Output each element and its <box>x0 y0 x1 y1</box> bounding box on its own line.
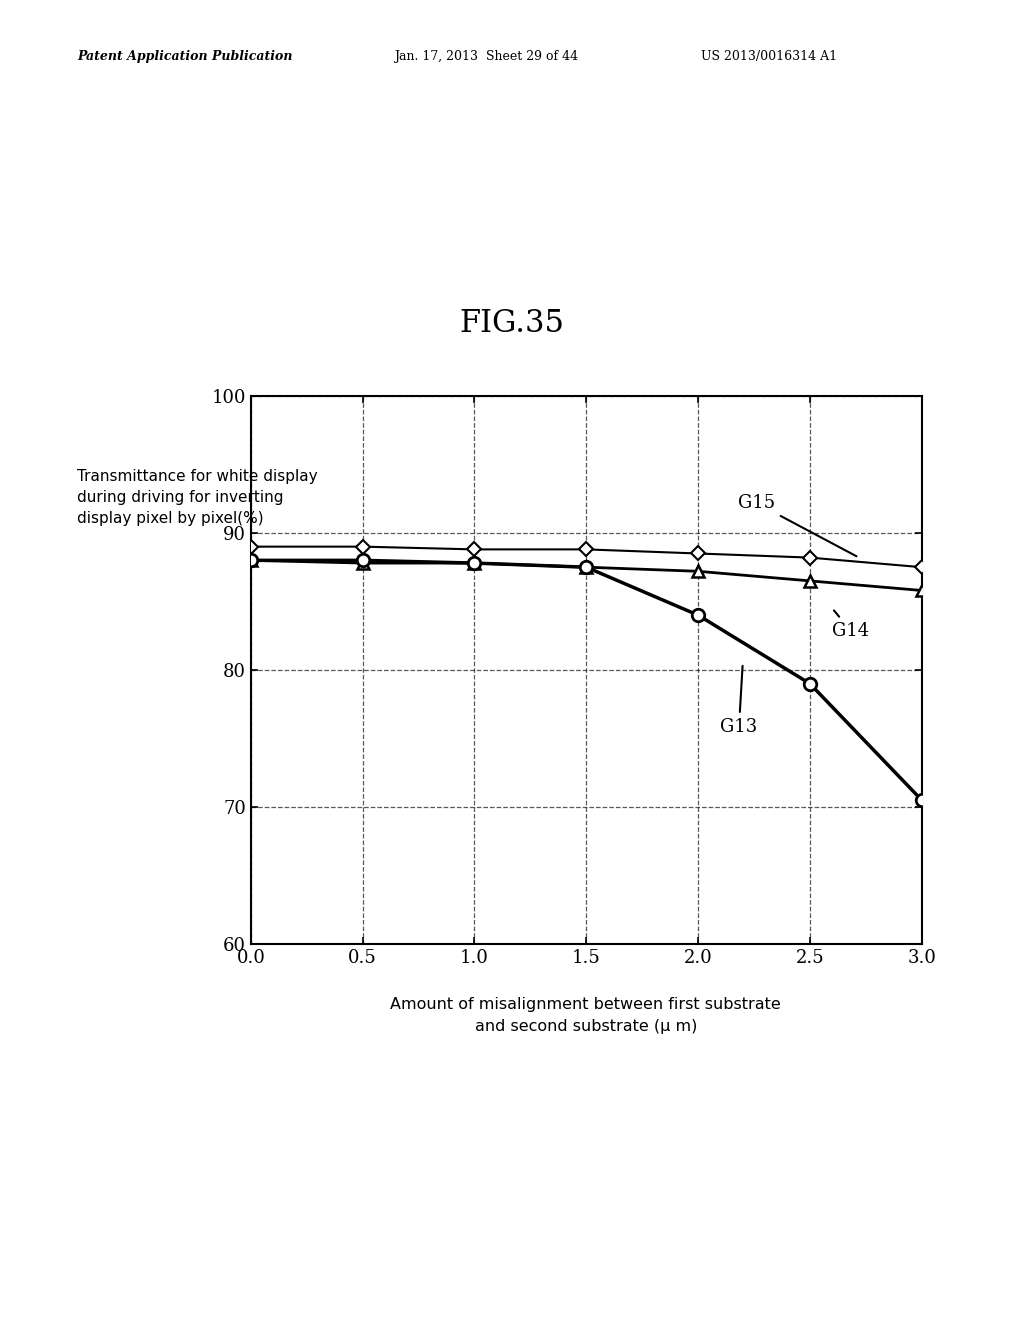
Text: Amount of misalignment between first substrate
and second substrate (μ m): Amount of misalignment between first sub… <box>390 997 781 1034</box>
Text: G15: G15 <box>738 494 856 556</box>
Text: Transmittance for white display
during driving for inverting
display pixel by pi: Transmittance for white display during d… <box>77 469 317 525</box>
Text: Jan. 17, 2013  Sheet 29 of 44: Jan. 17, 2013 Sheet 29 of 44 <box>394 50 579 63</box>
Text: G13: G13 <box>721 665 758 735</box>
Text: Patent Application Publication: Patent Application Publication <box>77 50 292 63</box>
Text: US 2013/0016314 A1: US 2013/0016314 A1 <box>701 50 838 63</box>
Text: G14: G14 <box>833 610 869 640</box>
Text: FIG.35: FIG.35 <box>460 308 564 339</box>
